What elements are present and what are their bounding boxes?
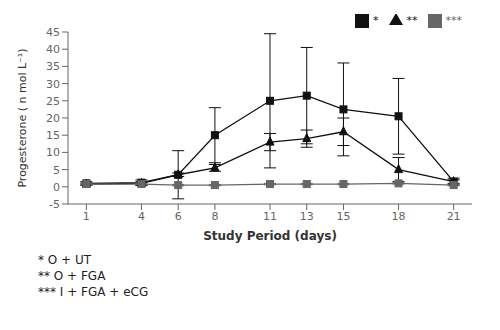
svg-text:30: 30: [46, 78, 60, 91]
svg-text:25: 25: [46, 95, 60, 108]
svg-text:Progesterone ( n mol L⁻¹): Progesterone ( n mol L⁻¹): [16, 48, 29, 187]
svg-text:10: 10: [46, 146, 60, 159]
svg-text:1: 1: [83, 210, 90, 223]
svg-text:15: 15: [336, 210, 350, 223]
svg-text:21: 21: [447, 210, 461, 223]
svg-text:0: 0: [53, 181, 60, 194]
svg-text:35: 35: [46, 60, 60, 73]
svg-text:5: 5: [53, 164, 60, 177]
svg-text:45: 45: [46, 26, 60, 39]
html-text:* O + UT: * O + UT: [38, 253, 92, 267]
html-text:** O + FGA: ** O + FGA: [38, 269, 106, 283]
svg-text:6: 6: [175, 210, 182, 223]
svg-text:8: 8: [211, 210, 218, 223]
svg-text:15: 15: [46, 129, 60, 142]
svg-text:11: 11: [263, 210, 277, 223]
svg-text:-5: -5: [49, 198, 60, 211]
svg-text:13: 13: [300, 210, 314, 223]
svg-text:18: 18: [392, 210, 406, 223]
html-text:*** I + FGA + eCG: *** I + FGA + eCG: [38, 285, 149, 299]
svg-text:Study Period (days): Study Period (days): [203, 229, 337, 243]
svg-text:4: 4: [138, 210, 145, 223]
svg-text:20: 20: [46, 112, 60, 125]
svg-text:40: 40: [46, 43, 60, 56]
